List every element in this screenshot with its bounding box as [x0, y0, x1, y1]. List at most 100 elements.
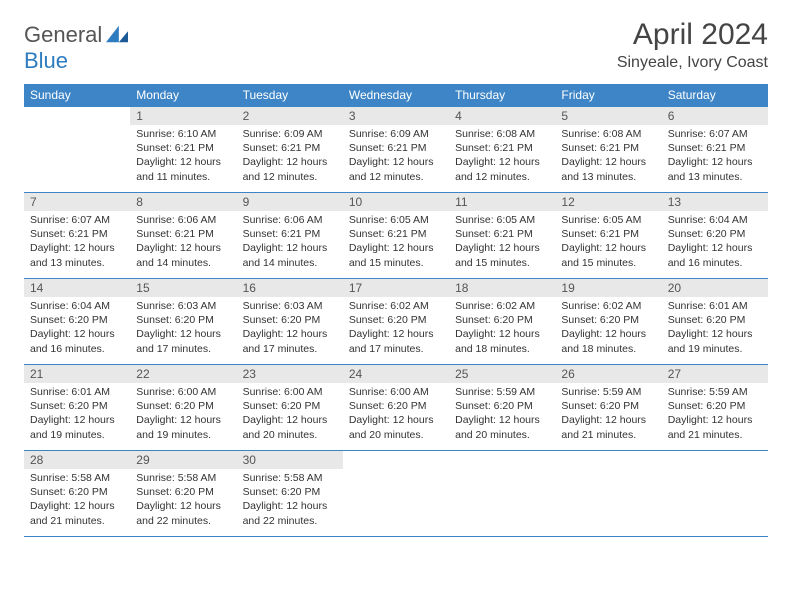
weekday-header: Friday — [555, 84, 661, 107]
header: General Blue April 2024 Sinyeale, Ivory … — [24, 18, 768, 74]
calendar-day: 16Sunrise: 6:03 AMSunset: 6:20 PMDayligh… — [237, 279, 343, 365]
calendar-day: 15Sunrise: 6:03 AMSunset: 6:20 PMDayligh… — [130, 279, 236, 365]
day-body: Sunrise: 6:02 AMSunset: 6:20 PMDaylight:… — [343, 297, 449, 360]
calendar-empty — [555, 451, 661, 537]
day-body: Sunrise: 6:09 AMSunset: 6:21 PMDaylight:… — [343, 125, 449, 188]
day-number: 12 — [555, 193, 661, 211]
day-body: Sunrise: 6:05 AMSunset: 6:21 PMDaylight:… — [555, 211, 661, 274]
calendar-empty — [662, 451, 768, 537]
day-body: Sunrise: 5:58 AMSunset: 6:20 PMDaylight:… — [24, 469, 130, 532]
calendar-head: SundayMondayTuesdayWednesdayThursdayFrid… — [24, 84, 768, 107]
calendar-day: 2Sunrise: 6:09 AMSunset: 6:21 PMDaylight… — [237, 107, 343, 193]
day-body: Sunrise: 6:00 AMSunset: 6:20 PMDaylight:… — [343, 383, 449, 446]
calendar-empty — [343, 451, 449, 537]
calendar-day: 17Sunrise: 6:02 AMSunset: 6:20 PMDayligh… — [343, 279, 449, 365]
logo-mark-icon — [106, 25, 128, 43]
calendar-day: 21Sunrise: 6:01 AMSunset: 6:20 PMDayligh… — [24, 365, 130, 451]
calendar-day: 13Sunrise: 6:04 AMSunset: 6:20 PMDayligh… — [662, 193, 768, 279]
calendar-day: 20Sunrise: 6:01 AMSunset: 6:20 PMDayligh… — [662, 279, 768, 365]
day-number: 1 — [130, 107, 236, 125]
calendar-body: 1Sunrise: 6:10 AMSunset: 6:21 PMDaylight… — [24, 107, 768, 537]
calendar-day: 28Sunrise: 5:58 AMSunset: 6:20 PMDayligh… — [24, 451, 130, 537]
day-number: 26 — [555, 365, 661, 383]
calendar-day: 24Sunrise: 6:00 AMSunset: 6:20 PMDayligh… — [343, 365, 449, 451]
day-body: Sunrise: 6:10 AMSunset: 6:21 PMDaylight:… — [130, 125, 236, 188]
day-number: 21 — [24, 365, 130, 383]
day-body: Sunrise: 6:02 AMSunset: 6:20 PMDaylight:… — [555, 297, 661, 360]
calendar-day: 11Sunrise: 6:05 AMSunset: 6:21 PMDayligh… — [449, 193, 555, 279]
day-number: 2 — [237, 107, 343, 125]
day-number: 14 — [24, 279, 130, 297]
calendar-day: 12Sunrise: 6:05 AMSunset: 6:21 PMDayligh… — [555, 193, 661, 279]
day-number: 11 — [449, 193, 555, 211]
calendar-day: 27Sunrise: 5:59 AMSunset: 6:20 PMDayligh… — [662, 365, 768, 451]
weekday-header: Sunday — [24, 84, 130, 107]
day-number: 24 — [343, 365, 449, 383]
calendar-day: 1Sunrise: 6:10 AMSunset: 6:21 PMDaylight… — [130, 107, 236, 193]
day-body: Sunrise: 6:05 AMSunset: 6:21 PMDaylight:… — [449, 211, 555, 274]
calendar-day: 4Sunrise: 6:08 AMSunset: 6:21 PMDaylight… — [449, 107, 555, 193]
day-body: Sunrise: 6:07 AMSunset: 6:21 PMDaylight:… — [24, 211, 130, 274]
calendar-day: 18Sunrise: 6:02 AMSunset: 6:20 PMDayligh… — [449, 279, 555, 365]
day-body: Sunrise: 6:05 AMSunset: 6:21 PMDaylight:… — [343, 211, 449, 274]
day-number: 6 — [662, 107, 768, 125]
day-body: Sunrise: 5:59 AMSunset: 6:20 PMDaylight:… — [449, 383, 555, 446]
day-body: Sunrise: 6:03 AMSunset: 6:20 PMDaylight:… — [130, 297, 236, 360]
day-number: 10 — [343, 193, 449, 211]
weekday-header: Wednesday — [343, 84, 449, 107]
day-number: 16 — [237, 279, 343, 297]
day-number: 18 — [449, 279, 555, 297]
weekday-header: Thursday — [449, 84, 555, 107]
day-body: Sunrise: 6:09 AMSunset: 6:21 PMDaylight:… — [237, 125, 343, 188]
day-body: Sunrise: 6:01 AMSunset: 6:20 PMDaylight:… — [24, 383, 130, 446]
day-body: Sunrise: 6:04 AMSunset: 6:20 PMDaylight:… — [662, 211, 768, 274]
calendar-day: 19Sunrise: 6:02 AMSunset: 6:20 PMDayligh… — [555, 279, 661, 365]
day-number: 19 — [555, 279, 661, 297]
day-number: 25 — [449, 365, 555, 383]
month-title: April 2024 — [617, 18, 768, 52]
day-body: Sunrise: 6:00 AMSunset: 6:20 PMDaylight:… — [237, 383, 343, 446]
day-body: Sunrise: 6:04 AMSunset: 6:20 PMDaylight:… — [24, 297, 130, 360]
calendar-day: 29Sunrise: 5:58 AMSunset: 6:20 PMDayligh… — [130, 451, 236, 537]
day-body: Sunrise: 6:02 AMSunset: 6:20 PMDaylight:… — [449, 297, 555, 360]
weekday-header: Monday — [130, 84, 236, 107]
weekday-header: Saturday — [662, 84, 768, 107]
day-number: 20 — [662, 279, 768, 297]
calendar-day: 22Sunrise: 6:00 AMSunset: 6:20 PMDayligh… — [130, 365, 236, 451]
calendar-day: 26Sunrise: 5:59 AMSunset: 6:20 PMDayligh… — [555, 365, 661, 451]
day-body: Sunrise: 5:59 AMSunset: 6:20 PMDaylight:… — [662, 383, 768, 446]
calendar-day: 10Sunrise: 6:05 AMSunset: 6:21 PMDayligh… — [343, 193, 449, 279]
calendar-day: 6Sunrise: 6:07 AMSunset: 6:21 PMDaylight… — [662, 107, 768, 193]
day-number: 5 — [555, 107, 661, 125]
day-body: Sunrise: 6:01 AMSunset: 6:20 PMDaylight:… — [662, 297, 768, 360]
day-body: Sunrise: 5:59 AMSunset: 6:20 PMDaylight:… — [555, 383, 661, 446]
day-number: 27 — [662, 365, 768, 383]
weekday-header: Tuesday — [237, 84, 343, 107]
day-number: 9 — [237, 193, 343, 211]
calendar-day: 14Sunrise: 6:04 AMSunset: 6:20 PMDayligh… — [24, 279, 130, 365]
day-number: 23 — [237, 365, 343, 383]
calendar-day: 25Sunrise: 5:59 AMSunset: 6:20 PMDayligh… — [449, 365, 555, 451]
calendar-day: 8Sunrise: 6:06 AMSunset: 6:21 PMDaylight… — [130, 193, 236, 279]
day-number: 8 — [130, 193, 236, 211]
logo-text-blue: Blue — [24, 48, 68, 73]
calendar-day: 30Sunrise: 5:58 AMSunset: 6:20 PMDayligh… — [237, 451, 343, 537]
logo: General Blue — [24, 18, 128, 74]
day-body: Sunrise: 6:06 AMSunset: 6:21 PMDaylight:… — [130, 211, 236, 274]
day-body: Sunrise: 5:58 AMSunset: 6:20 PMDaylight:… — [130, 469, 236, 532]
day-body: Sunrise: 6:08 AMSunset: 6:21 PMDaylight:… — [449, 125, 555, 188]
day-number: 22 — [130, 365, 236, 383]
calendar-day: 9Sunrise: 6:06 AMSunset: 6:21 PMDaylight… — [237, 193, 343, 279]
day-number: 17 — [343, 279, 449, 297]
day-body: Sunrise: 6:08 AMSunset: 6:21 PMDaylight:… — [555, 125, 661, 188]
day-number: 29 — [130, 451, 236, 469]
calendar-empty — [24, 107, 130, 193]
day-body: Sunrise: 6:03 AMSunset: 6:20 PMDaylight:… — [237, 297, 343, 360]
calendar-empty — [449, 451, 555, 537]
day-number: 15 — [130, 279, 236, 297]
calendar-day: 3Sunrise: 6:09 AMSunset: 6:21 PMDaylight… — [343, 107, 449, 193]
day-number: 3 — [343, 107, 449, 125]
logo-text-general: General — [24, 22, 102, 47]
calendar-table: SundayMondayTuesdayWednesdayThursdayFrid… — [24, 84, 768, 537]
location: Sinyeale, Ivory Coast — [617, 54, 768, 72]
